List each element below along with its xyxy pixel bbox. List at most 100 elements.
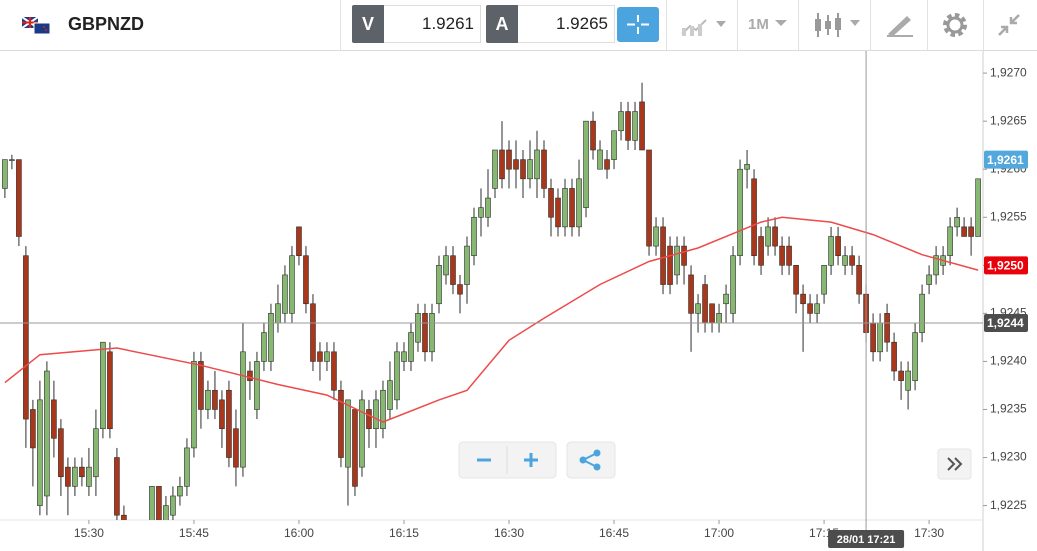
crosshair-button[interactable]: [617, 7, 659, 42]
candle-body: [23, 255, 29, 420]
candle-body: [632, 111, 638, 141]
time-marker-label: 28/01 17:21: [837, 534, 896, 546]
candles-button[interactable]: [812, 11, 862, 39]
candle-body: [639, 101, 645, 151]
share-button[interactable]: [566, 441, 616, 479]
candle-body: [590, 120, 596, 151]
zoom-in-button[interactable]: [524, 453, 538, 467]
candle-body: [555, 197, 561, 228]
candle-body: [660, 226, 666, 285]
candle-body: [345, 399, 351, 468]
candle-body: [107, 351, 113, 429]
chart-type-button[interactable]: [680, 14, 730, 38]
candle-body: [835, 236, 841, 257]
candle-body: [415, 313, 421, 343]
candle-body: [681, 245, 687, 266]
dropdown-arrow: [775, 20, 787, 26]
candle-body: [422, 313, 428, 353]
symbol: GBPNZD: [68, 14, 144, 34]
candle-body: [93, 428, 99, 478]
candle-body: [443, 255, 449, 276]
candle-body: [72, 466, 78, 487]
candle-body: [58, 428, 64, 478]
candle-body: [506, 149, 512, 170]
toolbar: GBPNZD V 1.9261 A 1.9265 1M: [0, 0, 1037, 51]
candle-body: [968, 226, 974, 237]
candle-body: [37, 399, 43, 506]
y-tick-label: 1,9225: [990, 498, 1027, 512]
time-marker: [828, 530, 905, 548]
candle-body: [9, 159, 15, 161]
candle-body: [744, 164, 750, 170]
candle-body: [310, 303, 316, 362]
candle-body: [289, 255, 295, 314]
candle-body: [625, 111, 631, 141]
candle-body: [226, 389, 232, 458]
candle-body: [499, 149, 505, 180]
candle-body: [828, 236, 834, 266]
y-tick-label: 1,9230: [990, 450, 1027, 464]
candle-body: [723, 293, 729, 305]
candle-body: [366, 409, 372, 429]
draw-button[interactable]: [885, 12, 915, 38]
candle-body: [793, 265, 799, 295]
candle-body: [198, 361, 204, 410]
candle-body: [520, 159, 526, 180]
candle-body: [674, 245, 680, 276]
x-tick-label: 16:45: [599, 526, 629, 540]
candle-body: [604, 159, 610, 170]
candle-body: [807, 303, 813, 314]
candle-body: [870, 322, 876, 353]
candle-body: [492, 149, 498, 189]
candle-body: [464, 245, 470, 285]
candle-body: [485, 197, 491, 218]
candle-body: [562, 188, 568, 228]
price-marker: [984, 313, 1028, 332]
candle-body: [898, 370, 904, 381]
candle-body: [408, 332, 414, 362]
candle-body: [478, 207, 484, 218]
y-tick-label: 1,9265: [990, 113, 1027, 127]
candle-body: [121, 514, 127, 520]
candle-body: [184, 447, 190, 487]
candle-body: [856, 265, 862, 295]
candle-body: [401, 351, 407, 362]
candle-body: [583, 120, 589, 208]
candle-body: [156, 486, 162, 520]
candle-body: [44, 370, 50, 497]
candle-body: [905, 370, 911, 391]
candle-body: [303, 255, 309, 305]
candle-body: [534, 149, 540, 180]
chart: 1,92251,92301,92351,92401,92451,92501,92…: [0, 51, 1028, 551]
candle-body: [926, 274, 932, 285]
candle-body: [114, 457, 120, 516]
candle-body: [548, 188, 554, 218]
candle-body: [331, 351, 337, 391]
candle-body: [317, 351, 323, 362]
candle-body: [751, 178, 757, 257]
candle-body: [450, 255, 456, 285]
candle-body: [541, 149, 547, 189]
candle-body: [100, 341, 106, 429]
bid-button[interactable]: V: [352, 5, 384, 43]
ask-button[interactable]: A: [486, 5, 518, 43]
candle-body: [373, 399, 379, 429]
candle-body: [51, 399, 57, 439]
candle-body: [688, 274, 694, 314]
candle-body: [772, 226, 778, 247]
candle-body: [79, 466, 85, 478]
settings-button[interactable]: [941, 11, 969, 39]
candle-body: [891, 341, 897, 372]
candle-body: [821, 265, 827, 295]
candle-body: [436, 265, 442, 305]
candle-body: [170, 495, 176, 516]
timeframe-button[interactable]: 1M: [748, 16, 769, 33]
price-marker-label: 1,9261: [987, 153, 1024, 167]
price-marker-label: 1,9250: [987, 258, 1024, 272]
candle-body: [16, 159, 22, 237]
collapse-button[interactable]: [995, 11, 1023, 39]
candle-body: [513, 159, 519, 170]
candle-body: [849, 255, 855, 266]
y-tick-label: 1,9235: [990, 402, 1027, 416]
